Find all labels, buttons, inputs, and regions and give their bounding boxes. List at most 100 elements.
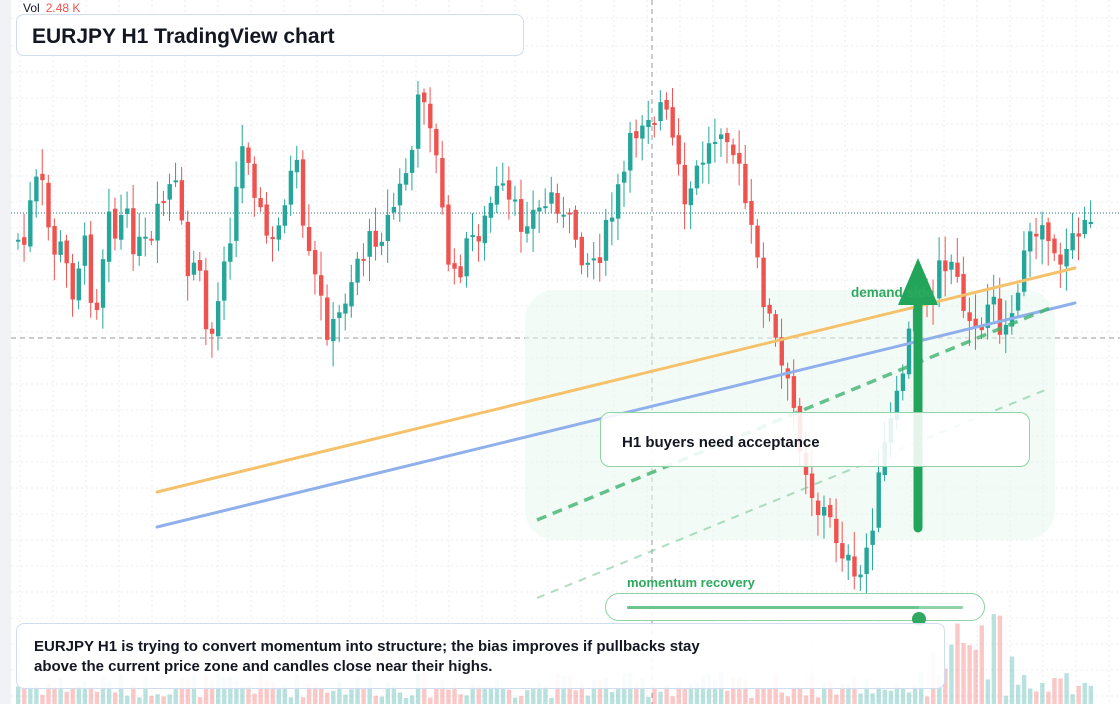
volume-bar <box>664 685 669 704</box>
volume-bar <box>306 684 312 704</box>
candle-body <box>622 171 627 183</box>
candle-body <box>773 314 778 338</box>
buyers-callout: H1 buyers need acceptance <box>600 412 1030 467</box>
candle-body <box>821 507 827 516</box>
volume-bar <box>94 691 100 704</box>
candle-body <box>731 144 736 156</box>
candle-body <box>264 204 269 236</box>
volume-bar <box>634 683 639 704</box>
volume-bar <box>22 687 27 704</box>
volume-bar <box>197 697 203 704</box>
volume-bar <box>676 684 681 704</box>
volume-bar <box>294 674 300 704</box>
volume-bar <box>991 614 997 704</box>
volume-bar <box>743 678 748 704</box>
candle-body <box>858 574 863 578</box>
volume-bar <box>137 697 142 704</box>
candle-body <box>985 304 990 328</box>
volume-bar <box>494 679 500 704</box>
volume-bar <box>646 696 651 704</box>
volume-legend-label: Vol <box>23 1 40 15</box>
candle-body <box>70 263 75 300</box>
volume-bar <box>209 680 215 704</box>
candle-body <box>1021 250 1027 292</box>
momentum-fill <box>627 606 920 609</box>
candle-body <box>506 180 512 200</box>
volume-bar <box>694 681 700 704</box>
volume-bar <box>761 688 766 704</box>
volume-bar <box>834 694 839 704</box>
volume-bar <box>670 696 675 704</box>
candle-body <box>1082 219 1087 235</box>
volume-bar <box>828 681 833 704</box>
volume-bar <box>706 674 712 704</box>
volume-bar <box>349 689 354 704</box>
volume-bar <box>961 642 966 704</box>
title-card: EURJPY H1 TradingView chart <box>16 14 524 56</box>
volume-bar <box>609 692 615 704</box>
momentum-knob <box>912 612 927 626</box>
candle-body <box>779 337 784 366</box>
candle-body <box>34 176 39 202</box>
candle-body <box>755 225 760 258</box>
volume-bar <box>1088 685 1094 704</box>
candle-body <box>294 159 300 173</box>
candle-body <box>567 212 572 215</box>
volume-bar <box>264 680 269 704</box>
volume-bar <box>852 676 857 704</box>
volume-bar <box>397 692 403 704</box>
volume-bar <box>46 683 51 704</box>
volume-bar <box>100 675 106 704</box>
candle-body <box>58 241 63 255</box>
volume-bar <box>276 687 281 704</box>
volume-bar <box>325 692 330 704</box>
volume-bar <box>537 683 542 704</box>
volume-legend: Vol 2.48 K <box>23 1 80 15</box>
volume-bar <box>343 694 348 704</box>
candle-body <box>603 219 609 261</box>
candle-body <box>864 547 869 575</box>
volume-bar <box>573 690 578 704</box>
volume-bar <box>870 693 875 704</box>
candle-body <box>573 209 578 240</box>
volume-bar <box>440 680 445 704</box>
volume-bar <box>652 686 657 704</box>
candle-body <box>712 141 718 144</box>
candle-body <box>397 183 403 206</box>
candle-body <box>525 226 530 234</box>
volume-bar <box>603 678 609 704</box>
volume-bar <box>658 691 663 704</box>
candle-body <box>700 162 706 165</box>
candle-body <box>1076 233 1081 237</box>
candle-body <box>852 556 857 577</box>
volume-bar <box>688 684 694 704</box>
candle-body <box>706 143 712 164</box>
candle-body <box>222 261 227 301</box>
candle-body <box>246 147 251 163</box>
volume-bar <box>1009 656 1015 704</box>
candle-body <box>422 92 427 103</box>
candle-body <box>1034 233 1039 237</box>
candle-body <box>428 103 433 129</box>
candle-body <box>943 260 948 272</box>
candle-body <box>106 211 112 262</box>
volume-bar <box>428 697 433 704</box>
volume-bar <box>409 695 415 704</box>
candle-body <box>240 146 245 189</box>
volume-bar <box>185 679 191 704</box>
candle-body <box>470 235 475 238</box>
candle-body <box>628 132 633 171</box>
volume-bar <box>973 649 978 704</box>
volume-bar <box>222 677 227 704</box>
candle-body <box>415 94 421 149</box>
volume-bar <box>500 687 506 704</box>
volume-bar <box>1058 678 1063 704</box>
volume-bar <box>373 695 378 704</box>
volume-bar <box>179 678 185 704</box>
volume-bar <box>725 690 730 704</box>
candle-body <box>28 200 33 247</box>
volume-bar <box>840 683 845 704</box>
candle-body <box>203 270 209 330</box>
candle-body <box>215 301 221 337</box>
